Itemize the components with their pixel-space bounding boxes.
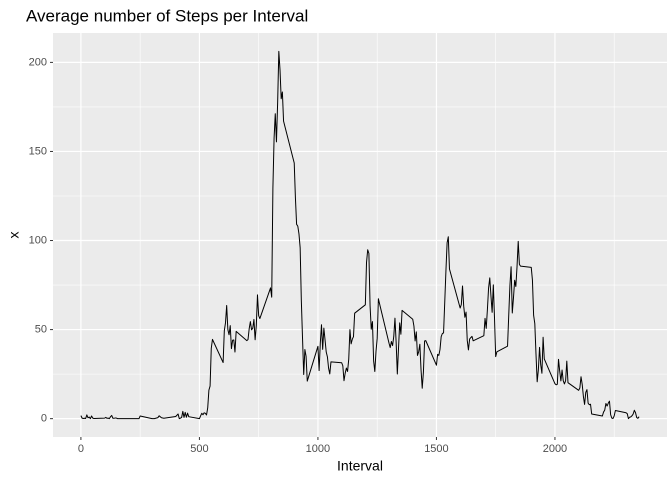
y-tick-label: 150 — [29, 145, 47, 157]
y-tick-label: 100 — [29, 234, 47, 246]
y-axis-title: x — [6, 232, 22, 239]
x-tick-label: 0 — [78, 443, 84, 455]
y-tick-label: 50 — [35, 323, 47, 335]
data-line — [80, 50, 640, 420]
x-tick-label: 2000 — [543, 443, 567, 455]
x-tick-label: 1000 — [306, 443, 330, 455]
x-axis-title: Interval — [337, 458, 383, 474]
y-tick-label: 200 — [29, 56, 47, 68]
chart-title: Average number of Steps per Interval — [26, 6, 308, 25]
y-tick-label: 0 — [41, 413, 47, 425]
x-tick-label: 1500 — [424, 443, 448, 455]
plot-panel — [53, 33, 667, 437]
x-tick-label: 500 — [190, 443, 208, 455]
